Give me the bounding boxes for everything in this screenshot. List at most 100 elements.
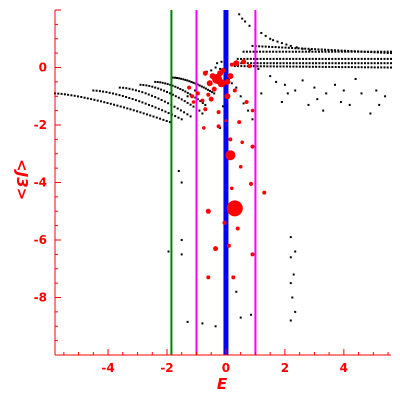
curve-point xyxy=(151,85,154,88)
curve-point xyxy=(189,103,192,106)
red-point xyxy=(190,94,195,99)
curve-point xyxy=(269,62,272,65)
curve-point xyxy=(292,57,295,60)
curve-point xyxy=(233,65,236,68)
red-point xyxy=(238,164,243,169)
curve-point xyxy=(308,62,311,65)
curve-point xyxy=(367,66,370,69)
curve-point xyxy=(189,93,192,96)
curve-point xyxy=(331,62,334,65)
black-scatter-layer xyxy=(167,13,387,328)
curve-point xyxy=(302,62,305,65)
curve-point xyxy=(177,116,180,119)
curve-point xyxy=(321,57,324,60)
red-point xyxy=(232,88,237,93)
curve-point xyxy=(324,57,327,60)
scatter-point xyxy=(227,78,230,80)
red-point xyxy=(229,62,234,67)
curve-point xyxy=(350,66,353,69)
curve-point xyxy=(136,110,139,113)
scatter-point xyxy=(348,103,351,106)
curve-point xyxy=(141,91,144,94)
curve-point xyxy=(126,107,129,110)
curve-point xyxy=(271,46,274,48)
curve-point xyxy=(315,57,317,60)
curve-point xyxy=(236,57,239,60)
curve-point xyxy=(204,103,207,106)
red-point xyxy=(241,59,247,65)
curve-point xyxy=(245,50,248,53)
curve-point xyxy=(250,62,253,65)
scatter-point xyxy=(334,83,336,86)
curve-point xyxy=(132,109,135,112)
curve-point xyxy=(334,66,337,68)
curve-point xyxy=(144,102,147,105)
curve-point xyxy=(337,49,340,52)
curve-point xyxy=(367,62,370,65)
scatter-point xyxy=(244,20,247,23)
curve-point xyxy=(331,66,334,68)
curve-point xyxy=(354,57,357,60)
y-tick-label: -8 xyxy=(34,291,47,305)
curve-point xyxy=(261,45,264,48)
curve-point xyxy=(157,87,160,90)
curve-point xyxy=(268,45,270,48)
curve-point xyxy=(324,65,327,68)
curve-point xyxy=(138,90,141,93)
red-point xyxy=(226,200,243,217)
curve-point xyxy=(373,62,376,65)
curve-point xyxy=(377,62,379,65)
curve-point xyxy=(370,66,373,69)
curve-point xyxy=(160,88,163,91)
curve-point xyxy=(258,45,261,48)
curve-point xyxy=(275,50,278,53)
curve-point xyxy=(256,65,259,68)
red-point xyxy=(220,67,226,73)
curve-point xyxy=(295,57,298,60)
curve-point xyxy=(341,66,344,69)
curve-point xyxy=(334,57,337,60)
curve-point xyxy=(157,107,160,110)
curve-point xyxy=(337,50,340,53)
curve-point xyxy=(360,50,363,53)
red-point xyxy=(187,85,192,90)
curve-point xyxy=(337,57,340,60)
curve-point xyxy=(167,112,170,115)
curve-point xyxy=(331,57,334,60)
scatter-point xyxy=(242,102,245,105)
curve-point xyxy=(176,107,179,110)
curve-point xyxy=(180,118,183,121)
curve-point xyxy=(259,57,262,60)
red-point xyxy=(231,275,236,280)
red-point xyxy=(200,98,205,103)
curve-point xyxy=(291,50,294,53)
scatter-point xyxy=(289,282,292,285)
curve-point xyxy=(60,92,63,95)
curve-point xyxy=(344,62,347,65)
curve-point xyxy=(161,81,164,84)
curve-point xyxy=(162,118,165,121)
curve-point xyxy=(154,86,157,89)
curve-point xyxy=(179,109,182,112)
red-point xyxy=(237,120,242,125)
curve-point xyxy=(386,50,389,53)
curve-point xyxy=(194,96,197,99)
curve-point xyxy=(282,62,285,65)
curve-point xyxy=(376,51,379,54)
scatter-point xyxy=(280,42,283,45)
red-point xyxy=(195,91,200,96)
scatter-point xyxy=(264,34,267,37)
curve-point xyxy=(184,90,187,93)
curve-point xyxy=(249,50,252,53)
curve-point xyxy=(161,109,164,112)
curve-point xyxy=(246,57,249,60)
curve-point xyxy=(151,105,154,108)
curve-point xyxy=(383,62,386,65)
curve-point xyxy=(145,84,148,87)
curve-point xyxy=(380,66,383,69)
curve-point xyxy=(308,57,311,60)
curve-point xyxy=(282,57,285,60)
curve-point xyxy=(380,57,383,60)
red-point xyxy=(230,186,234,191)
curve-point xyxy=(274,46,277,49)
